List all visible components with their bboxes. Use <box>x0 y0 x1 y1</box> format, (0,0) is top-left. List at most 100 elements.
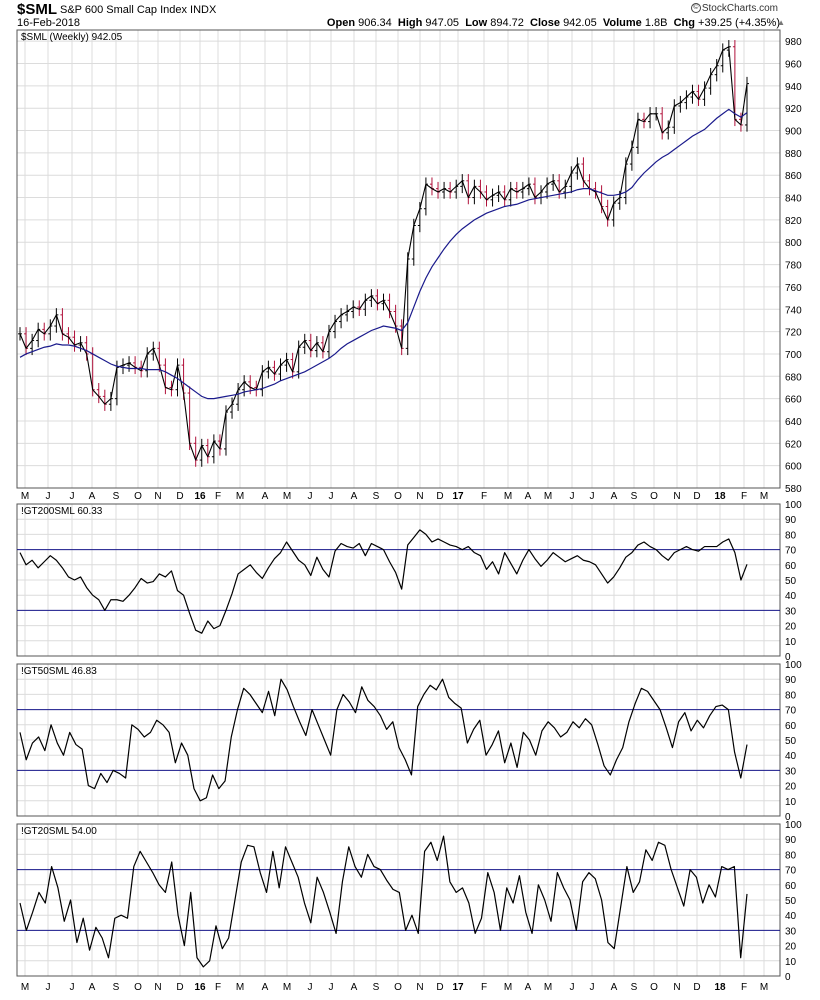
x-tick-label: A <box>262 491 269 502</box>
indicator-line <box>19 529 748 634</box>
y-tick-label: 800 <box>785 238 802 249</box>
brand-label[interactable]: © StockCharts.com <box>690 3 778 14</box>
x-tick-label: J <box>590 982 595 993</box>
y-tick-label: 720 <box>785 328 802 339</box>
x-tick-label: M <box>760 982 768 993</box>
y-tick-label: 50 <box>785 736 797 747</box>
x-tick-label: N <box>673 982 680 993</box>
x-tick-label: J <box>70 491 75 502</box>
low-label: Low <box>465 17 488 29</box>
y-tick-label: 20 <box>785 942 797 953</box>
x-tick-label: A <box>262 982 269 993</box>
y-tick-label: 60 <box>785 561 797 572</box>
y-tick-label: 900 <box>785 127 802 138</box>
y-tick-label: 820 <box>785 216 802 227</box>
collapse-triangle-icon[interactable]: ▲ <box>777 18 785 27</box>
y-tick-label: 40 <box>785 751 797 762</box>
y-tick-label: 20 <box>785 782 797 793</box>
x-tick-label: M <box>21 491 29 502</box>
x-tick-label: F <box>481 982 487 993</box>
y-tick-label: 780 <box>785 261 802 272</box>
y-tick-label: 740 <box>785 305 802 316</box>
x-tick-label: M <box>283 982 291 993</box>
y-tick-label: 880 <box>785 149 802 160</box>
symbol-label[interactable]: $SML <box>17 1 58 18</box>
x-tick-label: J <box>329 982 334 993</box>
y-tick-label: 680 <box>785 372 802 383</box>
x-tick-label: 18 <box>714 491 726 502</box>
y-tick-label: 580 <box>785 484 802 495</box>
y-tick-label: 70 <box>785 706 797 717</box>
y-tick-label: 0 <box>785 812 791 823</box>
y-tick-label: 80 <box>785 530 797 541</box>
x-tick-label: S <box>631 491 638 502</box>
open-value: 906.34 <box>358 17 392 29</box>
y-tick-label: 960 <box>785 60 802 71</box>
x-tick-label: A <box>89 982 96 993</box>
y-tick-label: 40 <box>785 911 797 922</box>
x-tick-label: O <box>394 982 402 993</box>
open-label: Open <box>326 17 356 29</box>
y-tick-label: 60 <box>785 881 797 892</box>
y-tick-label: 30 <box>785 766 797 777</box>
x-tick-label: O <box>134 982 142 993</box>
panel-title: !GT50SML 46.83 <box>21 666 97 677</box>
x-tick-label: F <box>741 982 747 993</box>
y-tick-label: 980 <box>785 37 802 48</box>
x-tick-label: A <box>525 491 532 502</box>
panel-title: !GT20SML 54.00 <box>21 826 97 837</box>
panel-title: !GT200SML 60.33 <box>21 506 103 517</box>
y-tick-label: 80 <box>785 850 797 861</box>
x-tick-label: N <box>416 982 423 993</box>
y-tick-label: 700 <box>785 350 802 361</box>
x-tick-label: O <box>134 491 142 502</box>
x-tick-label: A <box>525 982 532 993</box>
x-tick-label: M <box>283 491 291 502</box>
x-tick-label: M <box>760 491 768 502</box>
x-tick-label: F <box>481 491 487 502</box>
y-tick-label: 30 <box>785 606 797 617</box>
y-tick-label: 10 <box>785 957 797 968</box>
y-tick-label: 860 <box>785 171 802 182</box>
y-tick-label: 10 <box>785 797 797 808</box>
y-tick-label: 90 <box>785 675 797 686</box>
copyright-icon: © <box>690 3 701 14</box>
x-tick-label: 17 <box>452 982 464 993</box>
x-tick-label: N <box>673 491 680 502</box>
panel-frame <box>16 663 781 817</box>
y-tick-label: 10 <box>785 637 797 648</box>
close-value: 942.05 <box>563 17 597 29</box>
indicator-line <box>19 835 748 968</box>
x-tick-label: S <box>373 491 380 502</box>
x-tick-label: J <box>570 982 575 993</box>
x-tick-label: D <box>436 982 443 993</box>
indicator-line <box>19 678 748 802</box>
index-name: S&P 600 Small Cap Index <box>60 4 187 16</box>
high-label: High <box>397 17 423 29</box>
x-tick-label: O <box>650 982 658 993</box>
high-value: 947.05 <box>425 17 460 29</box>
y-tick-label: 940 <box>785 82 802 93</box>
x-tick-label: J <box>590 491 595 502</box>
x-tick-label: O <box>394 491 402 502</box>
y-tick-label: 920 <box>785 104 802 115</box>
x-tick-label: J <box>570 491 575 502</box>
x-tick-label: A <box>351 982 358 993</box>
date-label: 16-Feb-2018 <box>17 17 80 29</box>
x-tick-label: M <box>504 491 512 502</box>
x-tick-label: J <box>46 982 51 993</box>
y-tick-label: 50 <box>785 576 797 587</box>
x-tick-label: S <box>113 491 120 502</box>
y-tick-label: 840 <box>785 194 802 205</box>
y-tick-label: 0 <box>785 652 791 663</box>
y-tick-label: 640 <box>785 417 802 428</box>
x-tick-label: A <box>611 491 618 502</box>
y-tick-label: 30 <box>785 926 797 937</box>
ohlc-readout: Open 906.34 High 947.05 Low 894.72 Close… <box>327 17 780 29</box>
x-tick-label: M <box>21 982 29 993</box>
x-tick-label: S <box>113 982 120 993</box>
panel-frame <box>16 823 781 977</box>
y-tick-label: 100 <box>785 660 802 671</box>
x-tick-label: S <box>373 982 380 993</box>
volume-label: Volume <box>602 17 642 29</box>
